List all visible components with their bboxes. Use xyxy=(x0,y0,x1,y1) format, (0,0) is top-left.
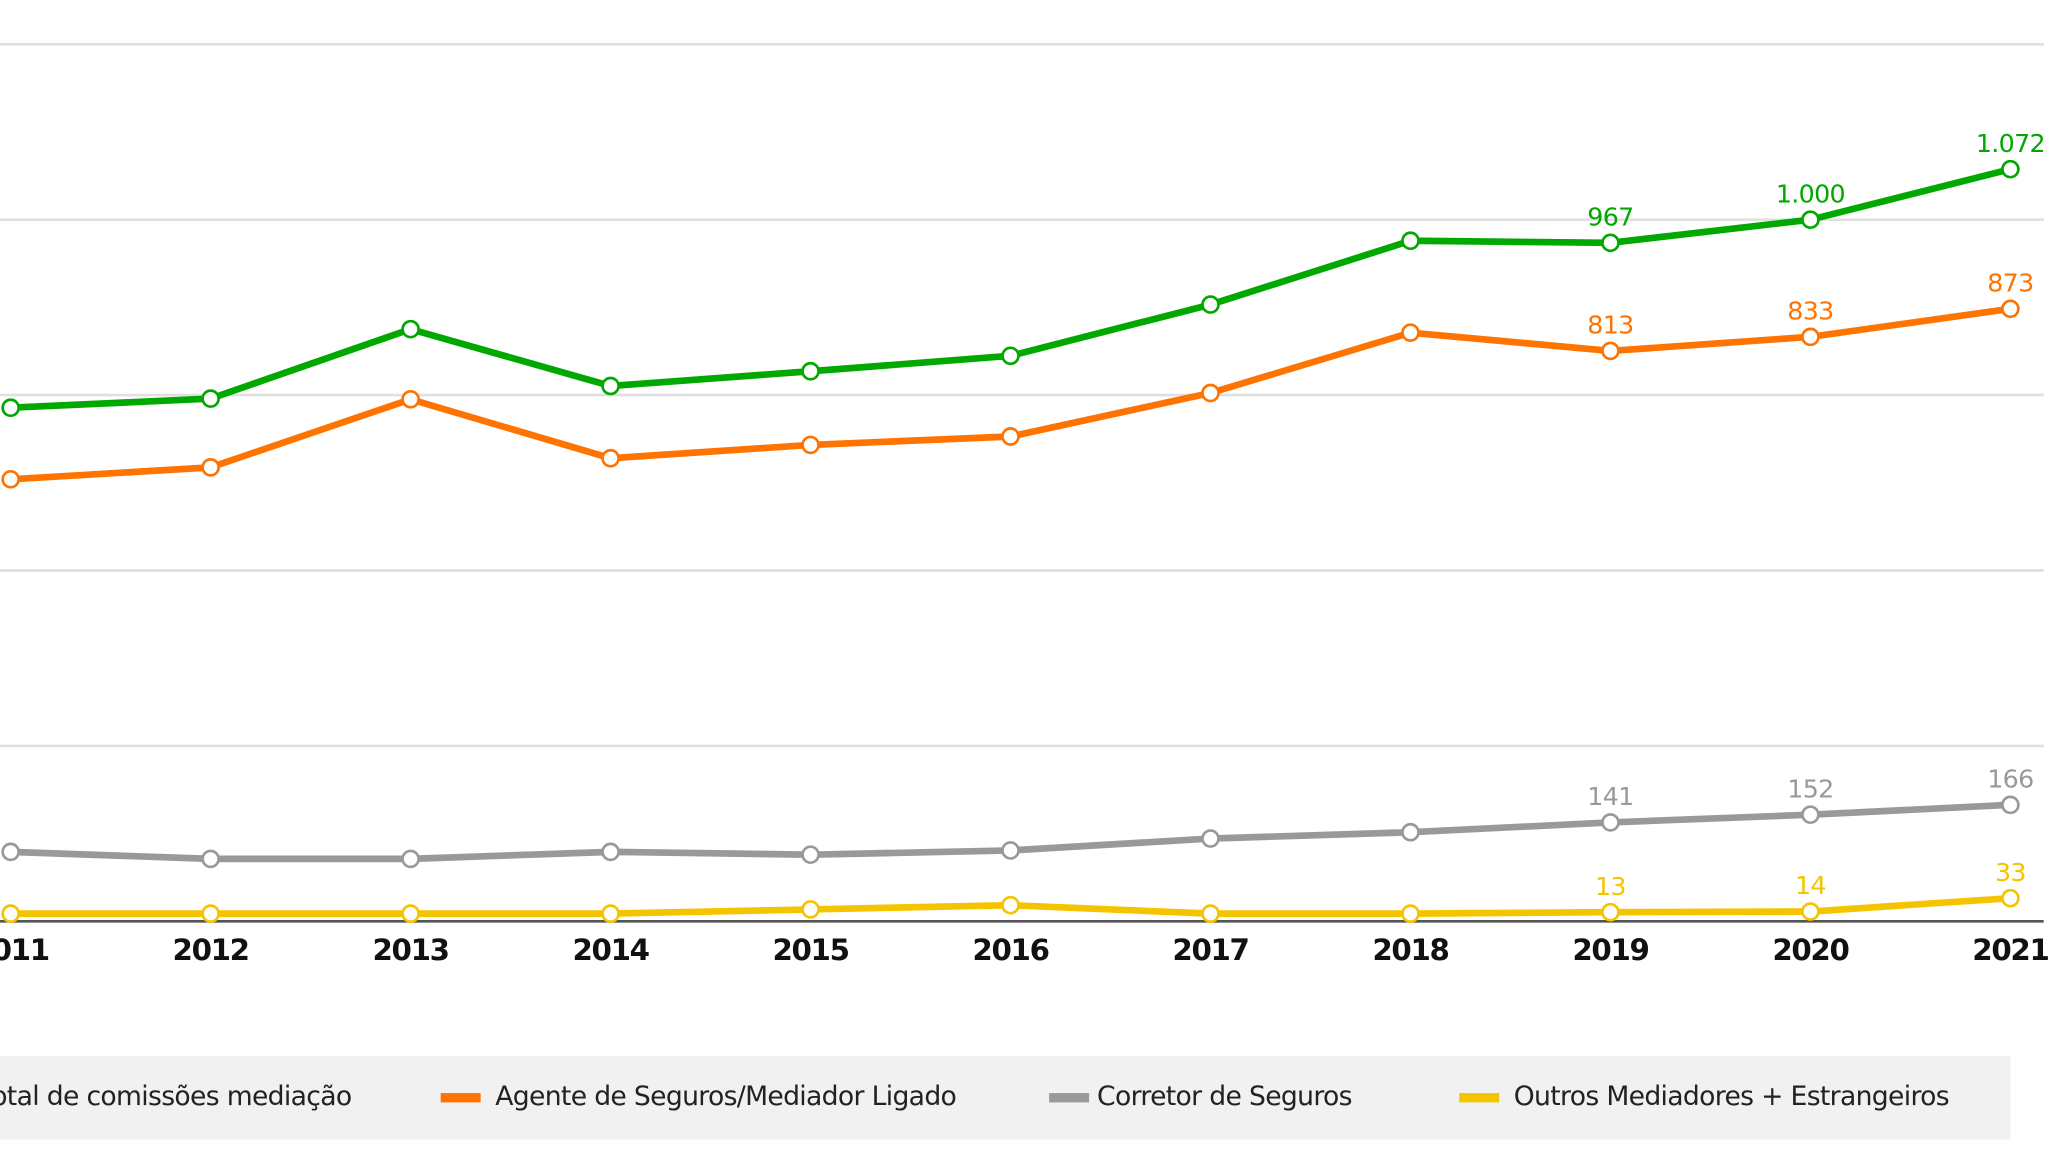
data-point xyxy=(1801,805,1820,825)
data-point xyxy=(801,900,820,919)
data-point xyxy=(601,904,620,923)
legend-swatch xyxy=(1049,1093,1090,1103)
data-label: 152 xyxy=(1787,774,1833,803)
data-point xyxy=(401,849,420,869)
data-point xyxy=(2001,299,2020,319)
data-point xyxy=(1201,904,1220,923)
data-point xyxy=(1401,904,1420,923)
data-point xyxy=(2001,888,2020,908)
x-tick-labels: 2011 2012 2013 2014 2015 2016 2017 2018 2019 2020… xyxy=(0,933,2050,967)
legend-label: Corretor de Seguros xyxy=(1097,1081,1352,1112)
legend-label: Agente de Seguros/Mediador Ligado xyxy=(495,1081,956,1112)
data-point xyxy=(1201,383,1220,403)
data-point xyxy=(1,904,20,923)
data-label: 873 xyxy=(1987,268,2033,297)
x-tick-label: 2019 xyxy=(1572,933,1648,967)
data-label: 813 xyxy=(1587,311,1633,340)
legend-item-0: Total de comissões mediação xyxy=(0,1081,352,1112)
data-point xyxy=(1601,902,1620,922)
data-point xyxy=(201,458,220,477)
data-point xyxy=(1201,295,1220,314)
data-point xyxy=(1801,902,1820,921)
data-point xyxy=(1001,427,1020,446)
data-label: 14 xyxy=(1795,871,1826,900)
data-label: 141 xyxy=(1587,782,1633,811)
data-point xyxy=(1201,829,1220,848)
data-point xyxy=(1001,346,1020,366)
data-point xyxy=(201,904,220,923)
data-point xyxy=(401,904,420,923)
series-lines: 13 14 33 141 152 166 813 833 873 967 1.000 1.072 xyxy=(1,129,2046,923)
series-0: 967 1.000 1.072 xyxy=(1,129,2046,418)
data-label: 13 xyxy=(1595,872,1626,901)
legend-item-1: Agente de Seguros/Mediador Ligado xyxy=(440,1081,957,1112)
series-1: 813 833 873 xyxy=(1,268,2034,489)
data-point xyxy=(801,361,820,381)
data-point xyxy=(1,398,20,418)
x-tick-label: 2020 xyxy=(1772,933,1848,967)
x-tick-label: 2015 xyxy=(772,933,848,967)
data-point xyxy=(201,389,220,408)
data-point xyxy=(1001,895,1020,915)
legend-background xyxy=(0,1055,2011,1140)
data-point xyxy=(601,376,620,396)
x-tick-label: 2012 xyxy=(173,933,249,967)
data-point xyxy=(1001,841,1020,860)
data-point xyxy=(1601,233,1620,253)
legend-label: Outros Mediadores + Estrangeiros xyxy=(1514,1081,1949,1112)
gridlines xyxy=(0,42,2044,748)
series-line xyxy=(10,165,2012,412)
legend: Total de comissões mediação Agente de Seg… xyxy=(0,1055,2011,1140)
data-point xyxy=(1801,210,1820,230)
data-label: 833 xyxy=(1787,297,1833,326)
data-point xyxy=(1801,327,1820,347)
data-point xyxy=(1401,231,1420,251)
data-point xyxy=(2001,159,2020,179)
data-label: 967 xyxy=(1587,203,1633,232)
data-point xyxy=(1401,323,1420,342)
x-tick-label: 2018 xyxy=(1372,933,1448,967)
x-tick-label: 2016 xyxy=(972,933,1048,967)
data-point xyxy=(601,448,620,468)
legend-swatch xyxy=(440,1093,481,1103)
legend-item-3: Outros Mediadores + Estrangeiros xyxy=(1459,1081,1950,1112)
data-label: 33 xyxy=(1995,858,2026,887)
legend-item-2: Corretor de Seguros xyxy=(1049,1081,1352,1112)
legend-label: Total de comissões mediação xyxy=(0,1081,351,1112)
data-point xyxy=(1601,813,1620,832)
data-point xyxy=(801,845,820,864)
x-tick-label: 2017 xyxy=(1172,933,1248,967)
x-tick-label: 2011 xyxy=(0,933,49,967)
x-tick-label: 2014 xyxy=(572,933,649,967)
data-point xyxy=(1601,341,1620,361)
x-tick-label: 2021 xyxy=(1972,933,2048,967)
data-point xyxy=(601,842,620,862)
data-point xyxy=(801,435,820,455)
data-label: 1.072 xyxy=(1976,129,2045,158)
x-tick-label: 2013 xyxy=(373,933,449,967)
data-label: 1.000 xyxy=(1776,179,1845,208)
data-label: 166 xyxy=(1987,765,2033,794)
series-3: 13 14 33 xyxy=(1,858,2026,923)
data-point xyxy=(401,389,420,409)
data-point xyxy=(2001,795,2020,815)
data-point xyxy=(1401,822,1420,842)
series-2: 141 152 166 xyxy=(1,765,2034,869)
data-point xyxy=(1,469,20,489)
data-point xyxy=(201,849,220,869)
legend-swatch xyxy=(1459,1093,1500,1103)
data-point xyxy=(401,319,420,339)
data-point xyxy=(1,842,20,862)
